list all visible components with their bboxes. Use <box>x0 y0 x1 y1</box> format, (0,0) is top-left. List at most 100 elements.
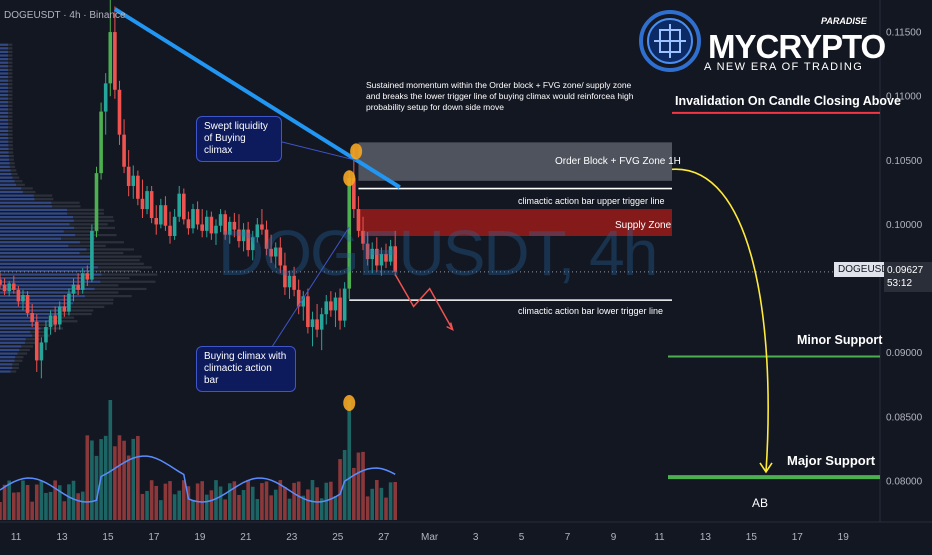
profile-bar <box>0 169 11 172</box>
profile-bar <box>0 104 9 107</box>
profile-bar-value-area <box>0 312 92 316</box>
profile-bar <box>0 216 73 219</box>
profile-bar-value-area <box>0 86 13 89</box>
volume-ma-line <box>0 455 396 503</box>
profile-bar-value-area <box>0 169 17 172</box>
volume-bar <box>246 480 250 520</box>
profile-bar-value-area <box>0 255 142 258</box>
volume-bar <box>191 499 195 520</box>
volume-bar <box>25 484 30 520</box>
profile-bar-value-area <box>0 295 132 298</box>
profile-bar <box>0 316 48 319</box>
profile-bar-value-area <box>0 140 13 143</box>
candle-body <box>324 301 329 315</box>
profile-bar <box>0 273 102 276</box>
profile-bar-value-area <box>0 309 94 312</box>
candle-body <box>375 248 379 266</box>
profile-bar-value-area <box>0 151 14 154</box>
volume-bar <box>370 488 375 520</box>
profile-bar <box>0 101 9 104</box>
profile-bar-value-area <box>0 345 33 348</box>
volume-bar <box>361 451 365 520</box>
candle-body <box>30 312 34 322</box>
profile-bar <box>0 111 9 115</box>
profile-bar <box>0 309 61 312</box>
profile-bar-value-area <box>0 219 115 222</box>
profile-bar-value-area <box>0 190 36 194</box>
logo-tagline: A NEW ERA OF TRADING <box>704 61 864 73</box>
volume-bar <box>283 487 287 520</box>
profile-bar <box>0 205 52 208</box>
time-tick-label: 25 <box>332 532 344 543</box>
candle-body <box>48 315 53 328</box>
callout-swept-liquidity: Swept liquidity of Buying climax <box>196 116 282 162</box>
profile-bar <box>0 352 18 355</box>
profile-bar-value-area <box>0 165 16 168</box>
candle-body <box>57 306 62 325</box>
profile-bar-value-area <box>0 266 152 269</box>
profile-bar <box>0 345 22 348</box>
candle-body <box>310 319 315 328</box>
profile-bar <box>0 97 9 100</box>
candle-body <box>177 193 182 217</box>
profile-bar-value-area <box>0 97 13 100</box>
profile-bar-value-area <box>0 237 95 240</box>
candle-body <box>11 283 16 290</box>
climax-marker <box>350 143 363 160</box>
candle-body <box>191 209 195 229</box>
volume-bar <box>255 499 260 520</box>
volume-bar <box>48 491 53 520</box>
profile-bar-value-area <box>0 119 13 122</box>
volume-bar <box>94 455 99 520</box>
profile-bar-value-area <box>0 158 14 161</box>
profile-bar-value-area <box>0 115 13 118</box>
profile-bar-value-area <box>0 298 114 301</box>
profile-bar <box>0 75 9 79</box>
profile-bar <box>0 147 9 150</box>
profile-bar <box>0 50 9 54</box>
candle-body <box>195 209 200 225</box>
candle-body <box>140 198 145 210</box>
candle-body <box>365 243 370 260</box>
volume-bar <box>241 490 246 520</box>
profile-bar-value-area <box>0 129 13 133</box>
candle-body <box>34 321 39 361</box>
volume-bar <box>71 480 76 520</box>
profile-bar <box>0 320 50 323</box>
time-tick-label: 15 <box>102 532 114 543</box>
candle-body <box>39 342 44 361</box>
profile-bar-value-area <box>0 230 99 233</box>
profile-bar-value-area <box>0 126 13 129</box>
profile-bar-value-area <box>0 223 108 226</box>
price-tick-label: 0.11500 <box>886 28 922 39</box>
profile-bar <box>0 259 91 262</box>
profile-bar <box>0 154 9 158</box>
profile-bar <box>0 68 9 71</box>
logo-small-text: PARADISE <box>821 16 867 26</box>
volume-bar <box>287 498 292 520</box>
volume-bar <box>30 501 34 520</box>
volume-profile <box>0 43 158 373</box>
candle-body <box>117 89 122 135</box>
profile-bar <box>0 172 12 176</box>
profile-bar <box>0 187 22 190</box>
profile-bar-value-area <box>0 154 14 158</box>
profile-bar-value-area <box>0 302 114 305</box>
profile-bar-value-area <box>0 352 28 355</box>
profile-bar-value-area <box>0 61 13 64</box>
candle-body <box>223 214 227 235</box>
profile-bar-value-area <box>0 323 58 326</box>
profile-bar-value-area <box>0 359 23 362</box>
profile-bar <box>0 248 87 251</box>
volume-bar <box>264 481 269 520</box>
volume-bar <box>218 486 223 520</box>
profile-bar-value-area <box>0 330 47 334</box>
candle-body <box>53 315 57 325</box>
time-tick-label: Mar <box>421 532 439 543</box>
volume-bar <box>44 492 48 520</box>
candle-body <box>209 216 214 234</box>
volume-bar <box>182 480 186 520</box>
profile-bar <box>0 323 38 326</box>
